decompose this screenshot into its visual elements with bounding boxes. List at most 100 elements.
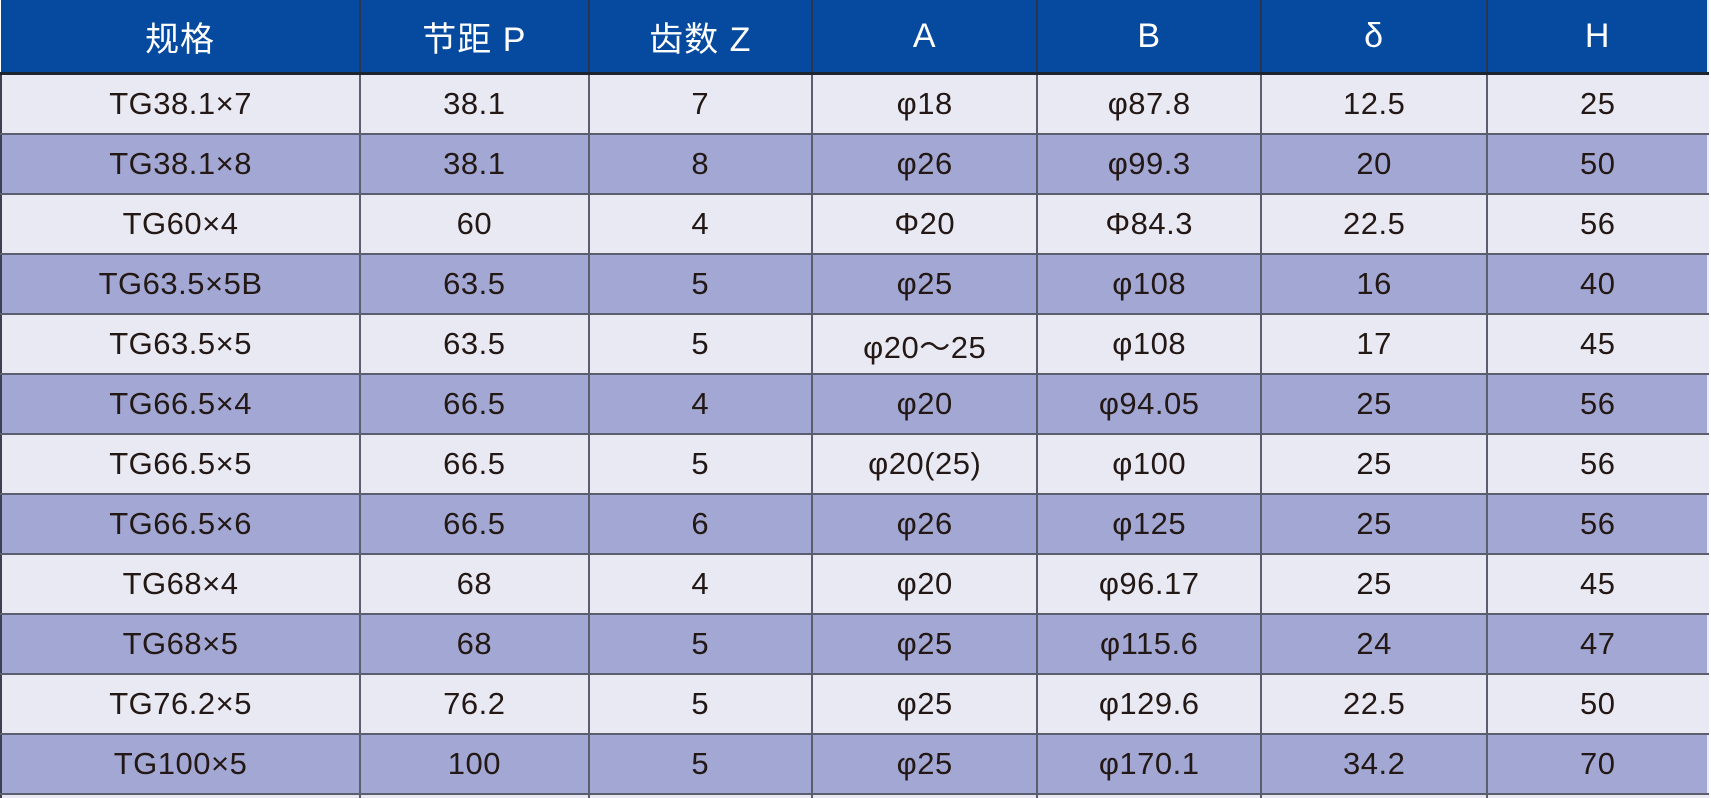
table-cell: 56 — [1486, 193, 1709, 255]
table-cell: 50 — [1486, 673, 1709, 735]
table-cell: TG76.2×5 — [0, 673, 362, 735]
table-cell: φ25 — [810, 673, 1039, 735]
column-header-pitch-p: 节距 P — [359, 0, 590, 75]
table-cell: 16 — [1259, 253, 1489, 315]
table-cell: 34.2 — [1259, 733, 1489, 795]
table-cell: 70 — [1486, 733, 1709, 795]
table-body: TG38.1×7 38.1 7 φ18 φ87.8 12.5 25 TG38.1×8 38.1… — [0, 72, 1709, 798]
table-row: TG60×4 60 4 Φ20 Φ84.3 22.5 56 — [0, 193, 1709, 255]
table-cell: φ108 — [1036, 253, 1262, 315]
table-cell: 63.5 — [359, 253, 590, 315]
table-cell: 57 — [1486, 793, 1709, 798]
table-cell: φ26 — [810, 493, 1039, 555]
table-cell: TG38.1×7 — [0, 72, 362, 135]
table-cell: 5 — [587, 253, 813, 315]
column-header-b: B — [1036, 0, 1262, 75]
table-row: TG63.5×5 63.5 5 φ20～25 φ108 17 45 — [0, 313, 1709, 375]
table-cell: 56 — [1486, 433, 1709, 495]
column-header-h: H — [1486, 0, 1709, 75]
table-cell: 76.2 — [359, 673, 590, 735]
column-header-delta: δ — [1259, 0, 1489, 75]
table-cell: TG63.5×5B — [0, 253, 362, 315]
table-cell: φ170.1 — [1036, 733, 1262, 795]
table-cell: 25 — [1259, 433, 1489, 495]
table-cell: 5 — [587, 433, 813, 495]
table-cell: TG100×5 — [0, 733, 362, 795]
table-cell: 25 — [1259, 373, 1489, 435]
table-cell: φ18 — [810, 72, 1039, 135]
table-cell: 22.5 — [1259, 193, 1489, 255]
table-cell: 5 — [587, 313, 813, 375]
table-cell: 25 — [1259, 493, 1489, 555]
table-cell: φ26 — [810, 133, 1039, 195]
table-cell: 4 — [587, 373, 813, 435]
column-header-teeth-z: 齿数 Z — [587, 0, 813, 75]
table-cell: φ100 — [1036, 433, 1262, 495]
table-row: TG76.2×5 76.2 5 φ25 φ129.6 22.5 50 — [0, 673, 1709, 735]
table-cell: 40 — [1486, 253, 1709, 315]
table-row: TG38.1×7 38.1 7 φ18 φ87.8 12.5 25 — [0, 72, 1709, 135]
table-cell: 5 — [587, 793, 813, 798]
table-cell: TG66.5×6 — [0, 493, 362, 555]
table-cell: φ25 — [810, 733, 1039, 795]
table-cell: 68 — [359, 613, 590, 675]
table-cell: TG66.5×5 — [0, 433, 362, 495]
table-cell: 66.5 — [359, 493, 590, 555]
table-header: 规格 节距 P 齿数 Z A B δ H — [1, 0, 1709, 75]
table-row: TG100×5 100 5 φ25 φ170.1 34.2 70 — [0, 733, 1709, 795]
table-row: TG100×5B1005φ25φ170.12557 — [0, 793, 1709, 798]
table-cell: φ108 — [1036, 313, 1262, 375]
header-row: 规格 节距 P 齿数 Z A B δ H — [1, 0, 1709, 75]
table-cell: φ87.8 — [1036, 72, 1262, 135]
table-cell: φ125 — [1036, 493, 1262, 555]
table-cell: 60 — [359, 193, 590, 255]
table-cell: 20 — [1259, 133, 1489, 195]
table-cell: 50 — [1486, 133, 1709, 195]
table-cell: 25 — [1486, 72, 1709, 135]
table-cell: 4 — [587, 553, 813, 615]
table-cell: φ99.3 — [1036, 133, 1262, 195]
table-cell: 45 — [1486, 313, 1709, 375]
table-cell: TG68×5 — [0, 613, 362, 675]
table-cell: 68 — [359, 553, 590, 615]
table-cell: TG68×4 — [0, 553, 362, 615]
table-cell: 63.5 — [359, 313, 590, 375]
table-cell: φ129.6 — [1036, 673, 1262, 735]
table-cell: 25 — [1259, 793, 1489, 798]
table-cell: φ20～25 — [810, 313, 1039, 375]
table-cell: 100 — [359, 733, 590, 795]
table-cell: φ20 — [810, 373, 1039, 435]
table-cell: 24 — [1259, 613, 1489, 675]
table-cell: φ25 — [810, 613, 1039, 675]
table-cell: 7 — [587, 72, 813, 135]
table-cell: 38.1 — [359, 133, 590, 195]
table-cell: Φ20 — [810, 193, 1039, 255]
table-cell: 17 — [1259, 313, 1489, 375]
table-cell: 5 — [587, 613, 813, 675]
table-row: TG66.5×5 66.5 5 φ20(25) φ100 25 56 — [0, 433, 1709, 495]
table-row: TG68×4 68 4 φ20 φ96.17 25 45 — [0, 553, 1709, 615]
table-cell: φ25 — [810, 253, 1039, 315]
table-cell: φ94.05 — [1036, 373, 1262, 435]
table-cell: φ25 — [810, 793, 1039, 798]
table-cell: φ96.17 — [1036, 553, 1262, 615]
table-row: TG38.1×8 38.1 8 φ26 φ99.3 20 50 — [0, 133, 1709, 195]
table-cell: TG60×4 — [0, 193, 362, 255]
table-cell: 56 — [1486, 493, 1709, 555]
table-cell: 66.5 — [359, 433, 590, 495]
column-header-spec: 规格 — [1, 0, 362, 75]
table-cell: φ20(25) — [810, 433, 1039, 495]
table-cell: 100 — [359, 793, 590, 798]
table-row: TG68×5 68 5 φ25 φ115.6 24 47 — [0, 613, 1709, 675]
table-cell: 5 — [587, 673, 813, 735]
table-cell: 47 — [1486, 613, 1709, 675]
column-header-a: A — [810, 0, 1039, 75]
table-cell: 56 — [1486, 373, 1709, 435]
table-row: TG66.5×6 66.5 6 φ26 φ125 25 56 — [0, 493, 1709, 555]
table-cell: TG66.5×4 — [0, 373, 362, 435]
table-cell: 5 — [587, 733, 813, 795]
table-row: TG66.5×4 66.5 4 φ20 φ94.05 25 56 — [0, 373, 1709, 435]
table-cell: φ115.6 — [1036, 613, 1262, 675]
